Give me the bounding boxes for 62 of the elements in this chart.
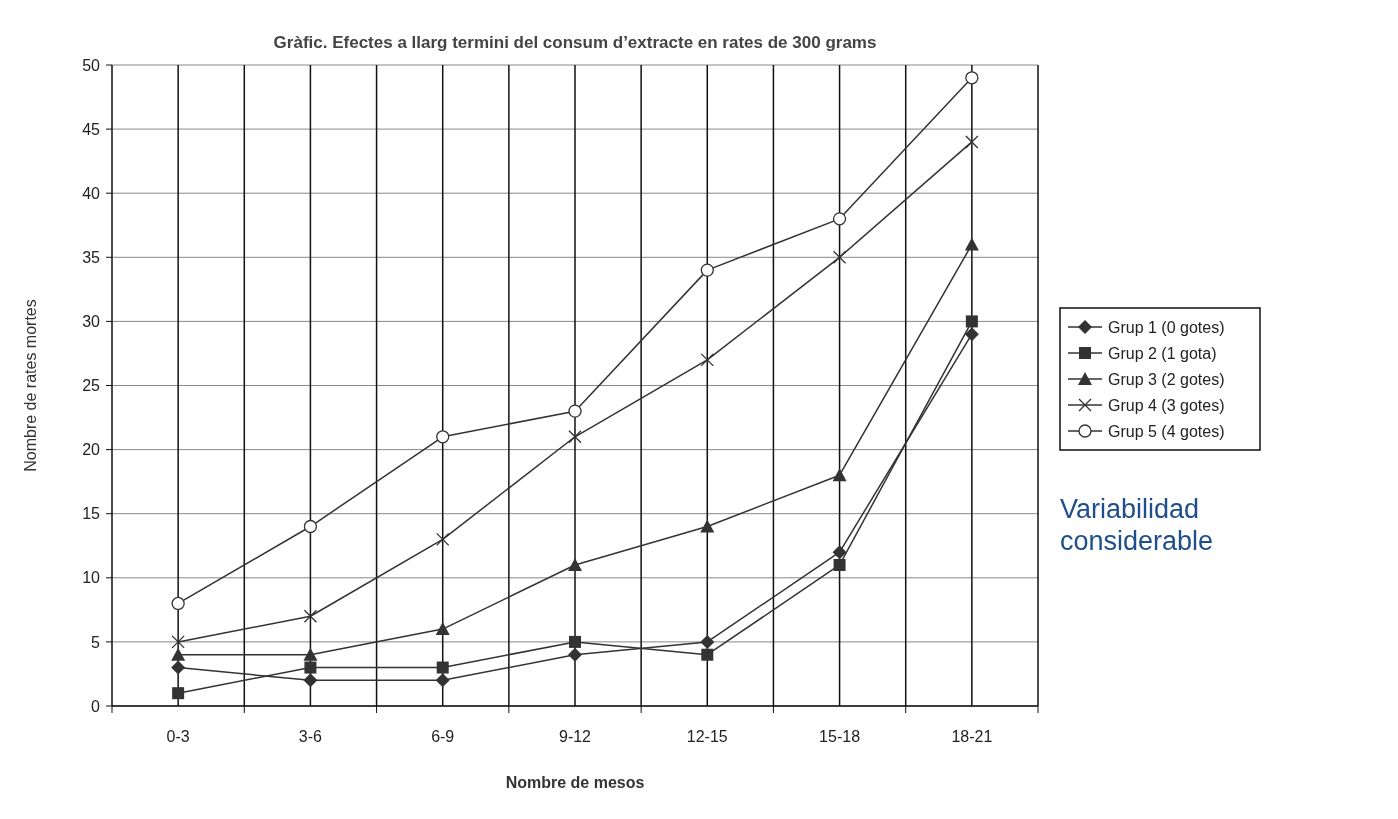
y-tick-label: 10	[82, 569, 101, 587]
point	[701, 648, 714, 661]
legend-label: Grup 4 (3 gotes)	[1108, 396, 1225, 414]
text: Variabilidad considerable	[1060, 494, 1214, 556]
y-tick-label: 5	[91, 633, 101, 651]
y-tick-label: 30	[82, 313, 101, 330]
x-axis-title: Nombre de mesos	[505, 774, 645, 791]
legend-label: Grup 3 (2 gotes)	[1108, 370, 1225, 388]
point	[303, 609, 318, 623]
point	[965, 135, 979, 149]
legend-label: Grup 2 (1 gota)	[1108, 344, 1217, 362]
point	[568, 647, 582, 662]
point	[436, 532, 450, 546]
y-tick-label: 45	[82, 120, 101, 138]
point	[568, 430, 582, 444]
y-tick-label: 20	[82, 441, 101, 459]
point	[436, 430, 450, 444]
x-tick-label: 12-15	[686, 728, 728, 745]
point	[964, 237, 979, 251]
point	[833, 558, 846, 571]
y-tick-label: 15	[82, 505, 101, 523]
point	[965, 315, 978, 328]
point	[436, 661, 449, 674]
x-tick-label: 3-6	[298, 728, 323, 745]
point	[171, 660, 186, 675]
y-axis-title: Nombre de rates mortes	[22, 299, 39, 472]
legend-label: Grup 5 (4 gotes)	[1108, 422, 1225, 440]
y-tick-label: 40	[82, 184, 101, 202]
point	[303, 519, 318, 534]
point	[832, 545, 847, 560]
point	[832, 212, 847, 226]
point	[172, 687, 185, 700]
x-tick-label: 9-12	[558, 728, 592, 745]
point	[171, 635, 185, 649]
point	[832, 468, 847, 482]
point	[700, 634, 715, 649]
x-tick-label: 15-18	[819, 728, 861, 745]
x-tick-label: 18-21	[951, 728, 993, 745]
point	[832, 250, 847, 264]
y-tick-label: 25	[82, 377, 101, 395]
chart-title: Gràfic. Efectes a llarg termini del consum d’extracte en rates de 300 grams	[273, 33, 877, 52]
y-tick-label: 35	[82, 248, 101, 266]
legend-label: Grup 1 (0 gotes)	[1108, 318, 1225, 336]
x-tick-label: 0-3	[166, 728, 190, 745]
point	[171, 647, 186, 661]
point	[568, 404, 582, 418]
point	[700, 519, 715, 533]
y-tick-label: 50	[82, 56, 101, 74]
point	[303, 673, 318, 688]
point	[435, 673, 450, 688]
point	[171, 596, 185, 611]
point	[304, 661, 317, 674]
point	[700, 353, 714, 367]
x-tick-label: 6-9	[431, 728, 455, 745]
point	[569, 635, 581, 648]
point	[568, 557, 582, 571]
point	[964, 327, 979, 342]
y-tick-label: 0	[91, 697, 101, 715]
point	[435, 622, 450, 636]
point	[700, 263, 714, 277]
point	[965, 71, 979, 85]
point	[303, 647, 318, 661]
